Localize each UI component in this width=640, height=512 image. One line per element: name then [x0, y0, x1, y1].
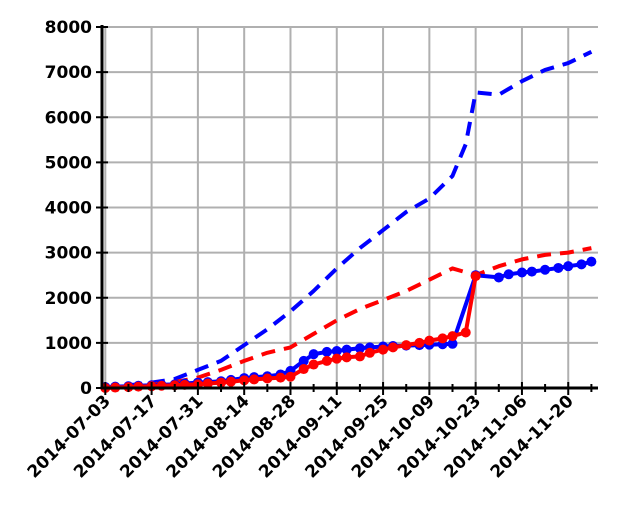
y-tick-label-8: 8000 [45, 18, 92, 38]
series-3-point-9 [202, 378, 213, 389]
series-3-point-12 [239, 375, 250, 386]
series-2-point-18 [308, 349, 319, 360]
series-2-line [105, 259, 592, 390]
y-tick-label-6: 6000 [45, 108, 92, 128]
y-tick-label-4: 4000 [45, 199, 92, 219]
y-tick-label-3: 3000 [45, 244, 92, 264]
y-tick-label-5: 5000 [45, 153, 92, 173]
series-3-point-21 [341, 352, 352, 363]
y-tick-label-1: 1000 [45, 334, 92, 354]
series-2-point-40 [586, 256, 597, 267]
series-3-point-17 [298, 364, 309, 375]
series-3-point-24 [378, 344, 389, 355]
series-3-point-26 [401, 340, 412, 351]
series-0-line [105, 50, 593, 390]
series-3-point-15 [275, 372, 286, 383]
series-2-point-35 [526, 266, 537, 277]
series-2-point-36 [540, 264, 551, 275]
series-3-point-19 [321, 355, 332, 366]
y-tick-label-0: 0 [80, 379, 92, 399]
series-3-point-28 [424, 335, 435, 346]
series-2-point-17 [298, 355, 309, 366]
series-3-point-16 [285, 371, 296, 382]
series-3-point-20 [331, 353, 342, 364]
series-3-point-13 [249, 374, 260, 385]
series-3-point-31 [460, 327, 471, 338]
series-3-point-23 [364, 347, 375, 358]
x-axis-ticks: 2014-07-032014-07-172014-07-312014-08-14… [24, 382, 593, 482]
series-3-point-14 [262, 373, 273, 384]
y-tick-label-7: 7000 [45, 63, 92, 83]
x-tick-label-10: 2014-11-20 [487, 391, 578, 482]
series-3-point-32 [470, 271, 481, 282]
grid [102, 26, 598, 389]
series-2-point-34 [516, 267, 527, 278]
series-2-point-33 [503, 269, 514, 280]
series-2-point-39 [576, 259, 587, 270]
series-3-point-25 [387, 342, 398, 353]
series-3-point-11 [225, 376, 236, 387]
series-3-point-27 [414, 337, 425, 348]
series-2-point-22 [354, 343, 365, 354]
series-2-point-38 [563, 261, 574, 272]
series-2-point-37 [553, 262, 564, 273]
series-3-point-30 [447, 331, 458, 342]
series-3-point-29 [437, 333, 448, 344]
y-axis-ticks: 0 1000 2000 3000 4000 5000 6000 7000 8000 [45, 18, 108, 399]
series-2-point-30 [447, 338, 458, 349]
series-3-point-18 [308, 359, 319, 370]
series-2-point-19 [321, 346, 332, 357]
y-tick-label-2: 2000 [45, 289, 92, 309]
series-2-point-21 [341, 344, 352, 355]
series-0 [105, 50, 593, 390]
series-2-point-32 [493, 272, 504, 283]
series-3-point-10 [216, 377, 227, 388]
series-3-point-22 [354, 351, 365, 362]
series-2-point-20 [331, 345, 342, 356]
